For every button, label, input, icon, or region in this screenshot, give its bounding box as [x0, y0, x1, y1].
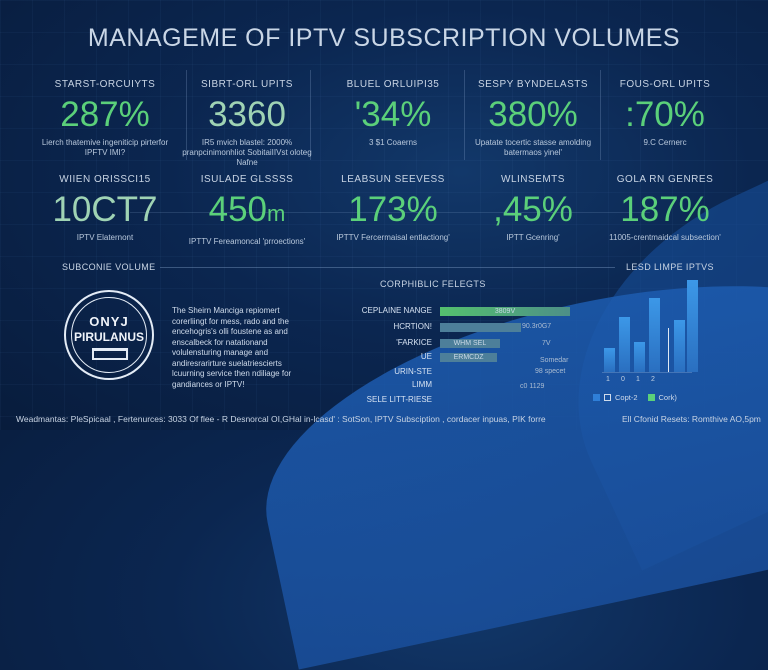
stat-card: GOLA RN GENRES 187% 11005-crentmaidcal s…	[590, 174, 740, 243]
bar-category-label: HCRTION!	[393, 322, 432, 331]
stat-value: 380%	[488, 95, 578, 134]
stat-desc: IPTTV Fercermaisal entlactiong'	[336, 233, 450, 242]
bar-category-label: 'FARKICE	[396, 338, 432, 347]
stat-value: '34%	[354, 95, 432, 134]
chart-annotation: c0 1129	[520, 383, 545, 390]
stat-card: SESPY BYNDELASTS 380% Upatate tocertic s…	[458, 79, 608, 158]
bar	[619, 316, 630, 372]
stat-desc: IPTT Gcenring'	[506, 233, 560, 242]
legend-swatch	[593, 394, 600, 401]
stat-card: FOUS-ORL UPITS :70% 9.C Cernerc	[590, 79, 740, 148]
stat-value: 10CT7	[52, 190, 158, 229]
stat-value: 187%	[620, 190, 710, 229]
bar-category-label: UE	[420, 352, 432, 361]
stat-card: WIIEN ORISSCI15 10CT7 IPTV Elaternont	[30, 174, 180, 243]
stat-label: LEABSUN SEEVESS	[341, 174, 445, 185]
bar	[634, 341, 645, 372]
logo-text: PIRULANUS	[73, 330, 144, 344]
marker-line	[668, 328, 669, 372]
bar	[440, 323, 521, 332]
chart-legend: Copt-2 Cork)	[593, 393, 677, 402]
stat-label: WIIEN ORISSCI15	[59, 174, 151, 185]
stat-card: WLINSEMTS ,45% IPTT Gcenring'	[458, 174, 608, 243]
stat-value: ,45%	[493, 190, 573, 229]
stat-label: GOLA RN GENRES	[616, 174, 714, 185]
legend-swatch	[604, 394, 611, 401]
stat-value: 287%	[60, 95, 150, 134]
section-title-left: SUBCONIE VOLUME	[62, 262, 156, 272]
section-line	[160, 267, 615, 268]
page-title: MANAGEME OF IPTV SUBSCRIPTION VOLUMES	[87, 24, 681, 52]
logo-text: ONYJ	[89, 314, 129, 329]
stat-label: ISULADE GLSSSS	[200, 174, 294, 185]
legend-label: Cork)	[658, 393, 677, 402]
tick-label: 0	[621, 376, 625, 383]
legend-swatch	[647, 394, 655, 401]
stat-card: BLUEL ORLUIPI35 '34% 3 $1 Coaerns	[318, 79, 468, 148]
stat-value: :70%	[625, 95, 705, 134]
stat-value: 173%	[348, 190, 438, 229]
bar	[604, 348, 615, 372]
stat-value: 450m	[172, 191, 322, 233]
bar: WHM SEL	[440, 339, 500, 348]
stat-card: STARST-ORCUIYTS 287% Lierch thatemive in…	[30, 79, 180, 158]
stat-card: ISULADE GLSSSS 450m IPTTV Fereamoncal 'p…	[172, 174, 322, 247]
stat-label: SIBRT-ORL UPITS	[201, 79, 293, 90]
stat-label: WLINSEMTS	[501, 174, 565, 185]
legend-label: Copt-2	[615, 393, 638, 402]
description-paragraph: The Sheirn Manciga repiomert corerliingt…	[172, 306, 292, 389]
bar: ERMCDZ	[440, 353, 498, 362]
bar	[649, 298, 660, 372]
chart-annotation: 7V	[542, 340, 551, 347]
stat-label: FOUS-ORL UPITS	[619, 79, 711, 90]
chart-annotation: 98 specet	[535, 368, 566, 375]
stat-desc: 9.C Cernerc	[643, 138, 687, 147]
chart-annotation: 90.3r0G7	[522, 323, 552, 330]
stat-value: 3360	[208, 95, 286, 134]
stat-desc: 3 $1 Coaerns	[368, 138, 418, 147]
divider	[186, 70, 187, 160]
brand-logo: ONYJ PIRULANUS	[64, 290, 154, 380]
footer-right: Ell Cfonid Resets: Romthive AO,5pm	[622, 414, 761, 424]
stat-desc: Lierch thatemive ingeniticip pirterfor I…	[41, 138, 169, 157]
stat-desc: IR5 mvich blastel: 2000% pranpcinimonhli…	[182, 138, 312, 167]
stat-desc: Upatate tocertic stasse amolding baterma…	[474, 138, 592, 157]
tick-label: 1	[606, 376, 610, 383]
footer-left: Weadmantas: PleSpicaal , Fertenurces: 30…	[16, 414, 546, 424]
section-title-right: LESD LIMPE IPTVS	[626, 262, 714, 272]
stat-number: 450	[208, 190, 268, 229]
stat-desc: IPTTV Fereamoncal 'prroections'	[188, 237, 306, 246]
bar-category-label: URIN-STE	[394, 367, 432, 376]
divider	[600, 70, 601, 160]
stat-desc: IPTV Elaternont	[76, 233, 134, 242]
stat-label: SESPY BYNDELASTS	[477, 79, 589, 90]
connector-line	[130, 212, 650, 213]
stat-label: BLUEL ORLUIPI35	[346, 79, 440, 90]
stat-label: STARST-ORCUIYTS	[54, 79, 156, 90]
chart-baseline	[602, 372, 692, 373]
tick-label: 2	[651, 376, 655, 383]
divider	[464, 70, 465, 160]
divider	[310, 70, 311, 160]
bar-category-label: SELE LITT-RIESE	[366, 395, 432, 404]
bar-chart-title: CORPHIBLIC FELEGTS	[380, 279, 486, 289]
bar	[674, 319, 685, 372]
bar-category-label: CEPLAINE NANGE	[361, 306, 432, 315]
stat-card: SIBRT-ORL UPITS 3360 IR5 mvich blastel: …	[172, 79, 322, 168]
bar-category-label: LIMM	[412, 380, 432, 389]
stat-unit: m	[267, 201, 286, 226]
tick-label: 1	[636, 376, 640, 383]
bar	[687, 280, 698, 372]
stat-desc: 11005-crentmaidcal subsection'	[609, 233, 721, 242]
stat-card: LEABSUN SEEVESS 173% IPTTV Fercermaisal …	[318, 174, 468, 243]
bar: 3809V	[440, 307, 570, 316]
chart-annotation: Somedar	[540, 357, 569, 364]
